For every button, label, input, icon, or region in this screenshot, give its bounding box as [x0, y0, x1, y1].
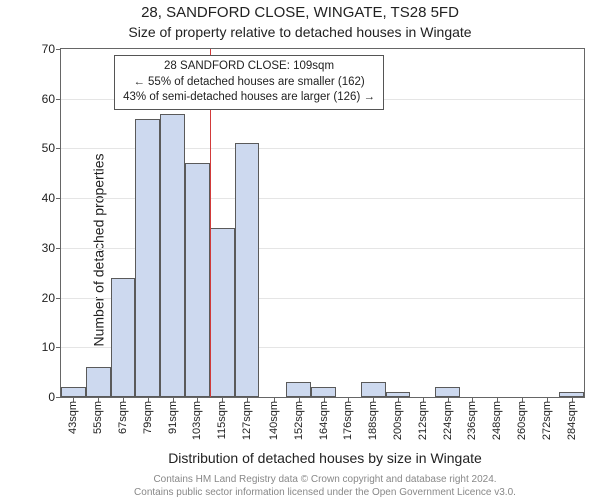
y-tick-label: 70: [42, 42, 55, 56]
legend-line-1: 28 SANDFORD CLOSE: 109sqm: [123, 59, 375, 75]
y-tick-label: 0: [48, 390, 55, 404]
histogram-bar: [559, 392, 584, 397]
x-tick-label: 140sqm: [268, 401, 280, 440]
x-tick-label: 43sqm: [67, 401, 79, 434]
legend-box: 28 SANDFORD CLOSE: 109sqm ← 55% of detac…: [114, 55, 384, 110]
y-tick: [56, 49, 61, 50]
histogram-bar: [210, 228, 235, 397]
chart-container: 28, SANDFORD CLOSE, WINGATE, TS28 5FD Si…: [0, 0, 600, 500]
x-tick-label: 224sqm: [442, 401, 454, 440]
y-tick-label: 60: [42, 92, 55, 106]
x-tick-label: 79sqm: [142, 401, 154, 434]
y-tick-label: 10: [42, 340, 55, 354]
y-tick: [56, 347, 61, 348]
x-tick-label: 248sqm: [491, 401, 503, 440]
x-tick-label: 115sqm: [216, 401, 228, 439]
y-tick-label: 40: [42, 191, 55, 205]
x-tick-label: 164sqm: [318, 401, 330, 440]
y-tick-label: 20: [42, 291, 55, 305]
histogram-bar: [135, 119, 160, 397]
x-tick-label: 200sqm: [392, 401, 404, 440]
x-tick-label: 236sqm: [466, 401, 478, 440]
x-tick-label: 152sqm: [293, 401, 305, 440]
y-tick: [56, 397, 61, 398]
x-tick-label: 272sqm: [541, 401, 553, 440]
histogram-bar: [386, 392, 411, 397]
y-tick: [56, 148, 61, 149]
histogram-bar: [435, 387, 460, 397]
x-tick-label: 91sqm: [167, 401, 179, 434]
histogram-bar: [61, 387, 86, 397]
legend-line-2: ← 55% of detached houses are smaller (16…: [123, 75, 375, 91]
footer-line-1: Contains HM Land Registry data © Crown c…: [60, 474, 590, 485]
x-tick-label: 176sqm: [342, 401, 354, 440]
x-tick-label: 127sqm: [241, 401, 253, 440]
histogram-bar: [361, 382, 386, 397]
y-tick-label: 50: [42, 141, 55, 155]
y-tick: [56, 99, 61, 100]
x-tick-label: 188sqm: [367, 401, 379, 440]
histogram-bar: [286, 382, 311, 397]
y-tick: [56, 198, 61, 199]
x-tick-label: 212sqm: [417, 401, 429, 440]
chart-subtitle: Size of property relative to detached ho…: [0, 24, 600, 40]
histogram-bar: [311, 387, 336, 397]
footer-line-2: Contains public sector information licen…: [60, 487, 590, 498]
histogram-bar: [111, 278, 136, 397]
y-tick: [56, 248, 61, 249]
plot-area: 01020304050607043sqm55sqm67sqm79sqm91sqm…: [60, 48, 585, 398]
histogram-bar: [185, 163, 210, 397]
chart-title: 28, SANDFORD CLOSE, WINGATE, TS28 5FD: [0, 4, 600, 21]
y-tick: [56, 298, 61, 299]
x-tick-label: 284sqm: [566, 401, 578, 440]
histogram-bar: [86, 367, 111, 397]
x-tick-label: 67sqm: [117, 401, 129, 434]
histogram-bar: [235, 143, 260, 397]
x-axis-label: Distribution of detached houses by size …: [60, 450, 590, 466]
histogram-bar: [160, 114, 185, 397]
x-tick-label: 55sqm: [92, 401, 104, 434]
x-tick-label: 260sqm: [516, 401, 528, 440]
x-tick-label: 103sqm: [191, 401, 203, 440]
legend-line-3: 43% of semi-detached houses are larger (…: [123, 90, 375, 106]
y-tick-label: 30: [42, 241, 55, 255]
